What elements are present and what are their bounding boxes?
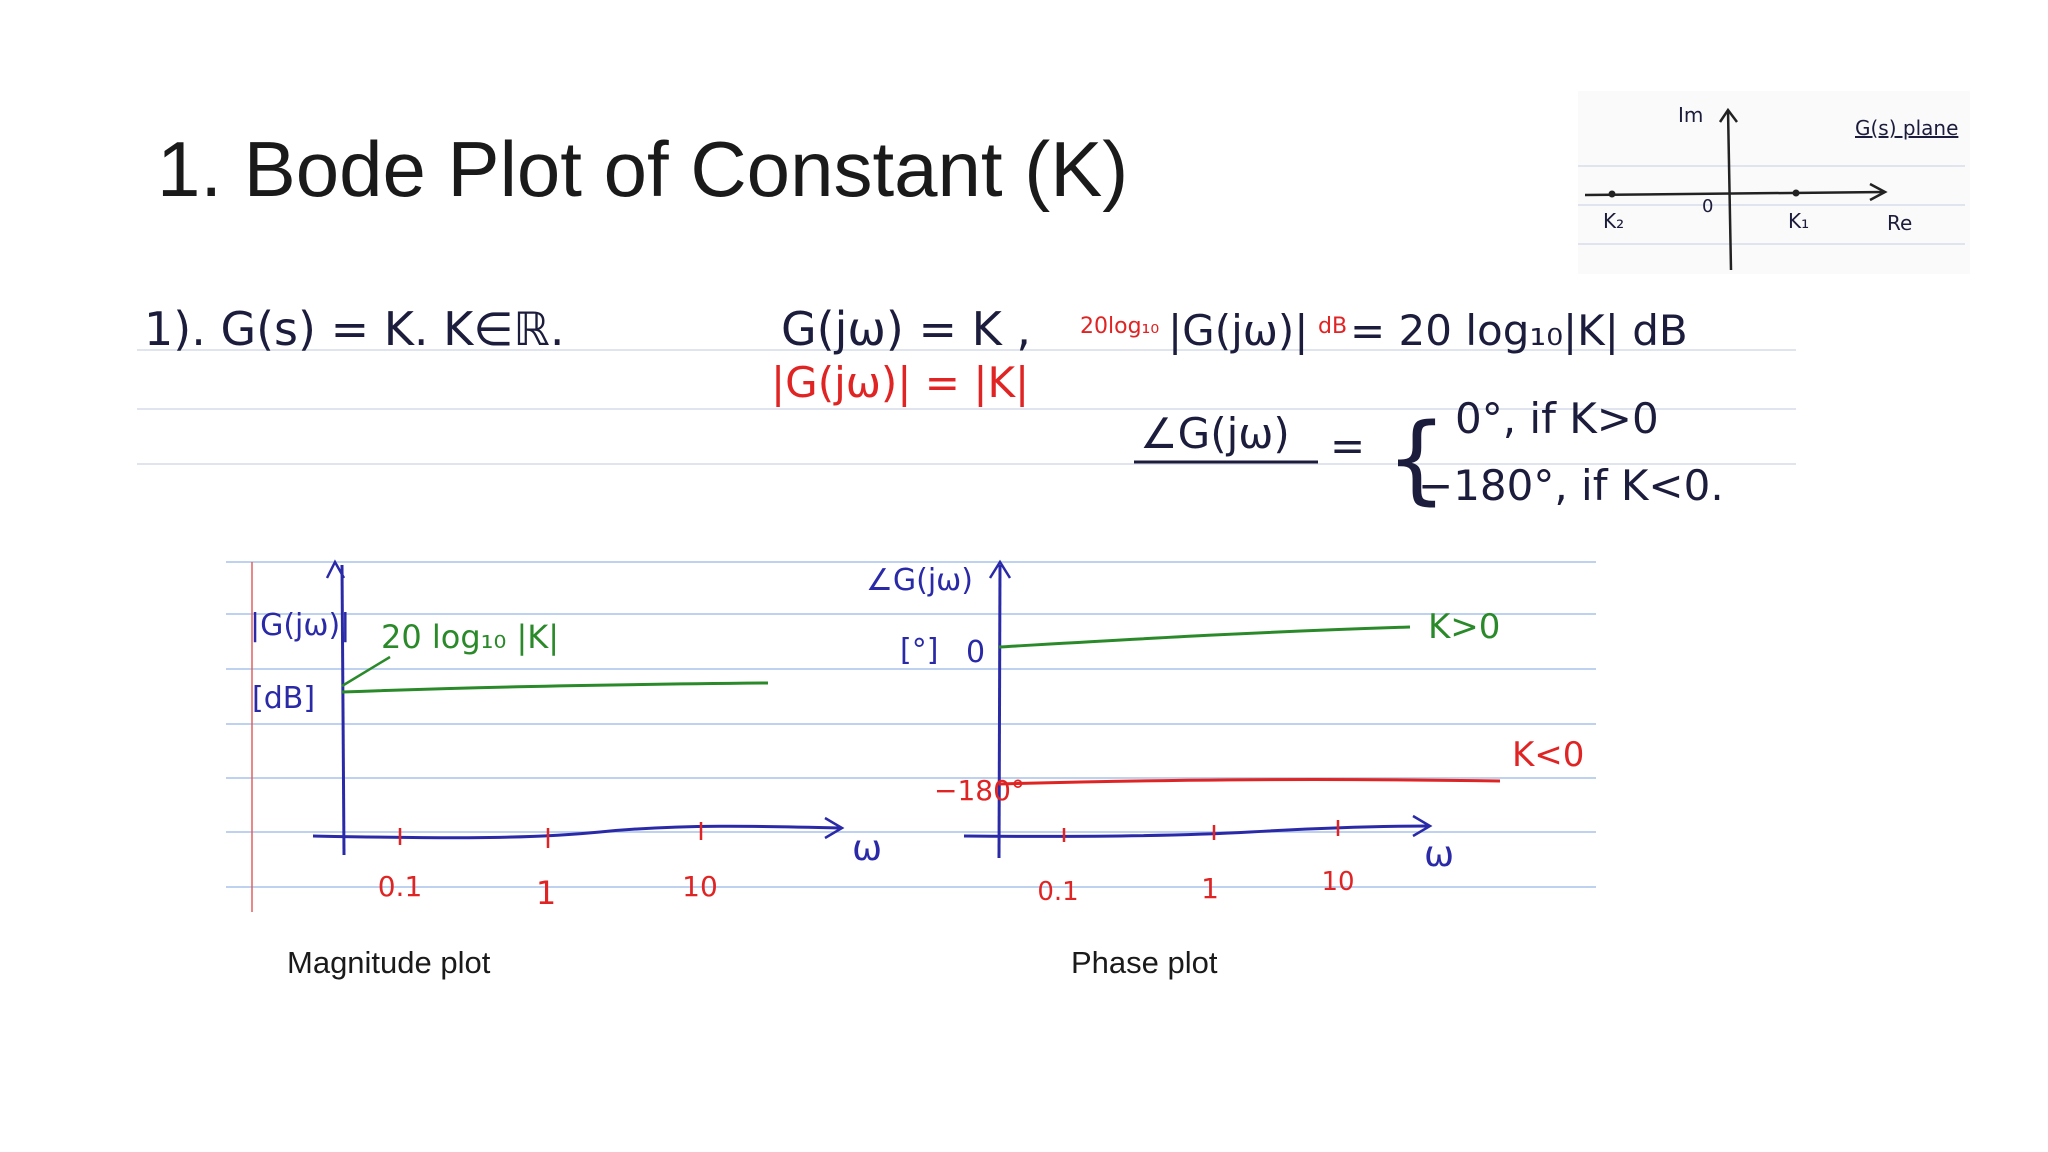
axis-arrow	[988, 559, 1012, 579]
inset-plane: G(s) plane	[1855, 116, 1958, 140]
caption: Magnitude plot	[287, 945, 491, 980]
axis-arrow	[325, 559, 346, 579]
inset: Im Re G(s) plane K₂ 0 K₁	[1578, 91, 1970, 274]
x-axis	[963, 824, 1431, 838]
inset-re: Re	[1887, 211, 1912, 235]
axis-arrow	[824, 816, 845, 840]
inset-im-axis	[1726, 109, 1733, 271]
y-axis	[997, 564, 1002, 859]
label-arrow	[341, 655, 391, 688]
x-tick-label: 1	[1201, 872, 1219, 905]
neg-annotation: K<0	[1512, 735, 1584, 775]
equation: |G(jω)|	[1168, 306, 1308, 355]
plot-paper	[226, 561, 1596, 912]
y-axis	[340, 564, 346, 856]
x-tick-label: 10	[682, 870, 718, 903]
magnitude-plot: |G(jω)| [dB] 20 log₁₀ |K| ω 0.1 1 10 Mag…	[250, 559, 882, 980]
phase-plot: ∠G(jω) [°] 0 −180° K>0 K<0 ω 0.1 1 10 Ph…	[866, 559, 1584, 980]
phase-line-positive	[998, 625, 1411, 649]
x-label: ω	[1424, 834, 1454, 875]
inset-point	[1792, 189, 1800, 197]
line-label: 20 log₁₀ |K|	[381, 618, 559, 656]
equation: G(jω) = K ,	[781, 302, 1031, 356]
equation: = 20 log₁₀|K| dB	[1350, 306, 1688, 355]
caption: Phase plot	[1071, 945, 1218, 980]
x-tick-label: 0.1	[378, 870, 423, 903]
inset-re-axis	[1584, 190, 1886, 197]
y-unit: [°]	[900, 633, 938, 668]
magnitude-line	[341, 681, 769, 694]
equations: 1). G(s) = K. K∈ℝ. G(jω) = K , 20log₁₀ |…	[137, 302, 1796, 515]
pos-annotation: K>0	[1428, 607, 1500, 647]
x-label: ω	[852, 828, 882, 869]
equation: 1). G(s) = K. K∈ℝ.	[144, 302, 564, 356]
axis-arrow	[1412, 814, 1433, 838]
x-axis	[312, 824, 843, 840]
equation-note: 20log₁₀	[1080, 314, 1159, 339]
inset-arrow	[1869, 182, 1888, 202]
slide-title: 1. Bode Plot of Constant (K)	[157, 125, 1128, 213]
x-tick-label: 1	[536, 874, 556, 912]
zero-label: 0	[966, 635, 985, 670]
inset-k1: K₁	[1788, 209, 1809, 233]
neg-label: −180°	[934, 774, 1025, 807]
equation-note: dB	[1318, 314, 1347, 339]
inset-arrow	[1718, 107, 1738, 123]
phase-line-negative	[998, 778, 1501, 786]
y-unit: [dB]	[252, 681, 315, 716]
inset-origin: 0	[1702, 196, 1713, 217]
equation: 0°, if K>0	[1455, 394, 1659, 443]
equation: ∠G(jω)	[1140, 409, 1290, 458]
x-tick-label: 0.1	[1037, 877, 1078, 907]
brace: {	[1386, 403, 1447, 515]
inset-point	[1608, 190, 1616, 198]
equation: =	[1330, 421, 1365, 470]
x-tick-label: 10	[1321, 867, 1354, 897]
inset-k2: K₂	[1603, 209, 1624, 233]
equation: −180°, if K<0.	[1418, 461, 1724, 510]
y-label: |G(jω)|	[250, 608, 350, 643]
inset-im: Im	[1678, 103, 1703, 127]
equation: |G(jω)| = |K|	[771, 358, 1029, 407]
y-label: ∠G(jω)	[866, 563, 973, 598]
